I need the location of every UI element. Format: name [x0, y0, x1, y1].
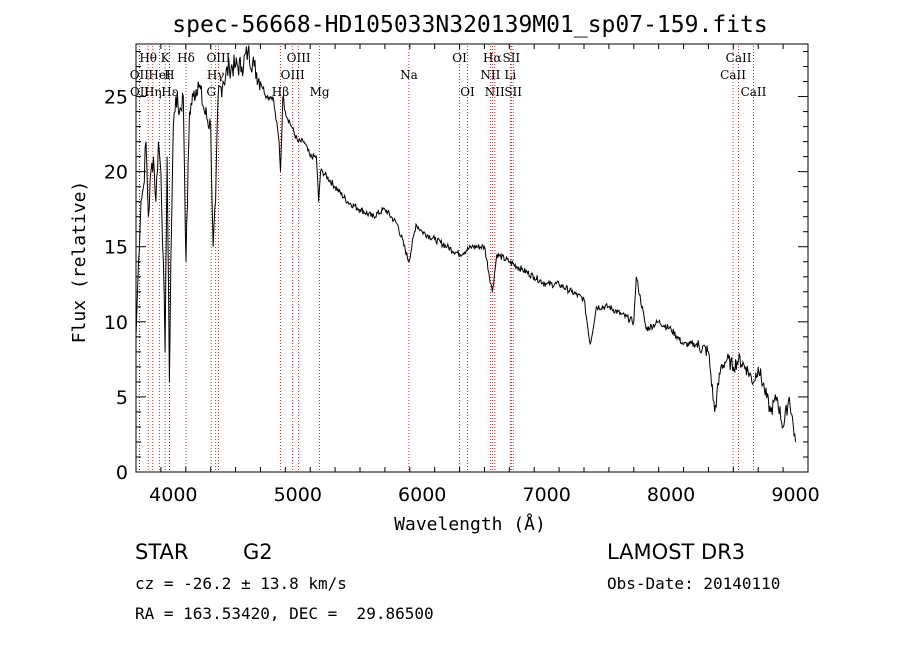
line-marker-label: Li — [504, 68, 516, 82]
line-marker-label: OIII — [206, 51, 230, 65]
line-marker-label: Mg — [310, 85, 330, 99]
coordinates: RA = 163.53420, DEC = 29.86500 — [135, 604, 434, 623]
line-marker-label: CaII — [741, 85, 767, 99]
line-marker-label: Na — [400, 68, 418, 82]
x-tick-label: 9000 — [771, 484, 819, 506]
line-marker-label: HeI — [148, 68, 171, 82]
y-tick-label: 20 — [104, 162, 128, 184]
line-marker-label: Hα — [483, 51, 502, 65]
line-marker-label: Hθ — [139, 51, 157, 65]
y-tick-label: 15 — [104, 237, 128, 259]
y-axis-label: Flux (relative) — [69, 181, 90, 344]
x-tick-label: 4000 — [149, 484, 197, 506]
plot-frame — [135, 43, 809, 473]
line-marker-label: K — [161, 51, 171, 65]
x-axis-label: Wavelength (Å) — [394, 513, 546, 535]
line-marker-label: NII — [480, 68, 500, 82]
redshift-velocity: cz = -26.2 ± 13.8 km/s — [135, 574, 347, 593]
line-marker-label: OII — [130, 68, 150, 82]
spectrum-line — [135, 45, 797, 443]
line-marker-label: Hβ — [272, 85, 289, 99]
x-tick-label: 6000 — [398, 484, 446, 506]
line-marker-label: OI — [460, 85, 475, 99]
x-tick-label: 5000 — [274, 484, 322, 506]
line-marker-label: Hη — [144, 85, 162, 99]
object-class: STAR — [135, 540, 189, 564]
y-axis: 0 5 10 15 20 25 — [104, 51, 808, 484]
y-tick-label: 0 — [116, 462, 128, 484]
line-marker-label: OIII — [287, 51, 311, 65]
observation-date: Obs-Date: 20140110 — [607, 574, 781, 593]
y-tick-label: 25 — [104, 87, 128, 109]
y-tick-label: 5 — [116, 387, 128, 409]
x-axis: 4000 5000 6000 7000 8000 9000 — [135, 44, 820, 506]
line-marker-label: NII — [485, 85, 505, 99]
line-marker-label: G — [206, 85, 216, 99]
line-marker-label: OI — [452, 51, 467, 65]
survey-name: LAMOST DR3 — [607, 540, 746, 564]
line-marker-label: OII — [130, 85, 150, 99]
line-marker-label: Hγ — [207, 68, 225, 82]
line-marker-label: SII — [502, 51, 520, 65]
line-marker-label: Hε — [161, 85, 178, 99]
object-subclass: G2 — [243, 540, 273, 564]
line-marker-label: H — [164, 68, 174, 82]
line-marker-label: CaII — [720, 68, 746, 82]
x-tick-label: 8000 — [647, 484, 695, 506]
chart-title: spec-56668-HD105033N320139M01_sp07-159.f… — [172, 12, 767, 38]
line-marker-label: Hδ — [177, 51, 195, 65]
line-marker-label: SII — [504, 85, 522, 99]
x-tick-label: 7000 — [522, 484, 570, 506]
y-tick-label: 10 — [104, 312, 128, 334]
line-marker-label: CaII — [726, 51, 752, 65]
line-marker-label: OIII — [281, 68, 305, 82]
